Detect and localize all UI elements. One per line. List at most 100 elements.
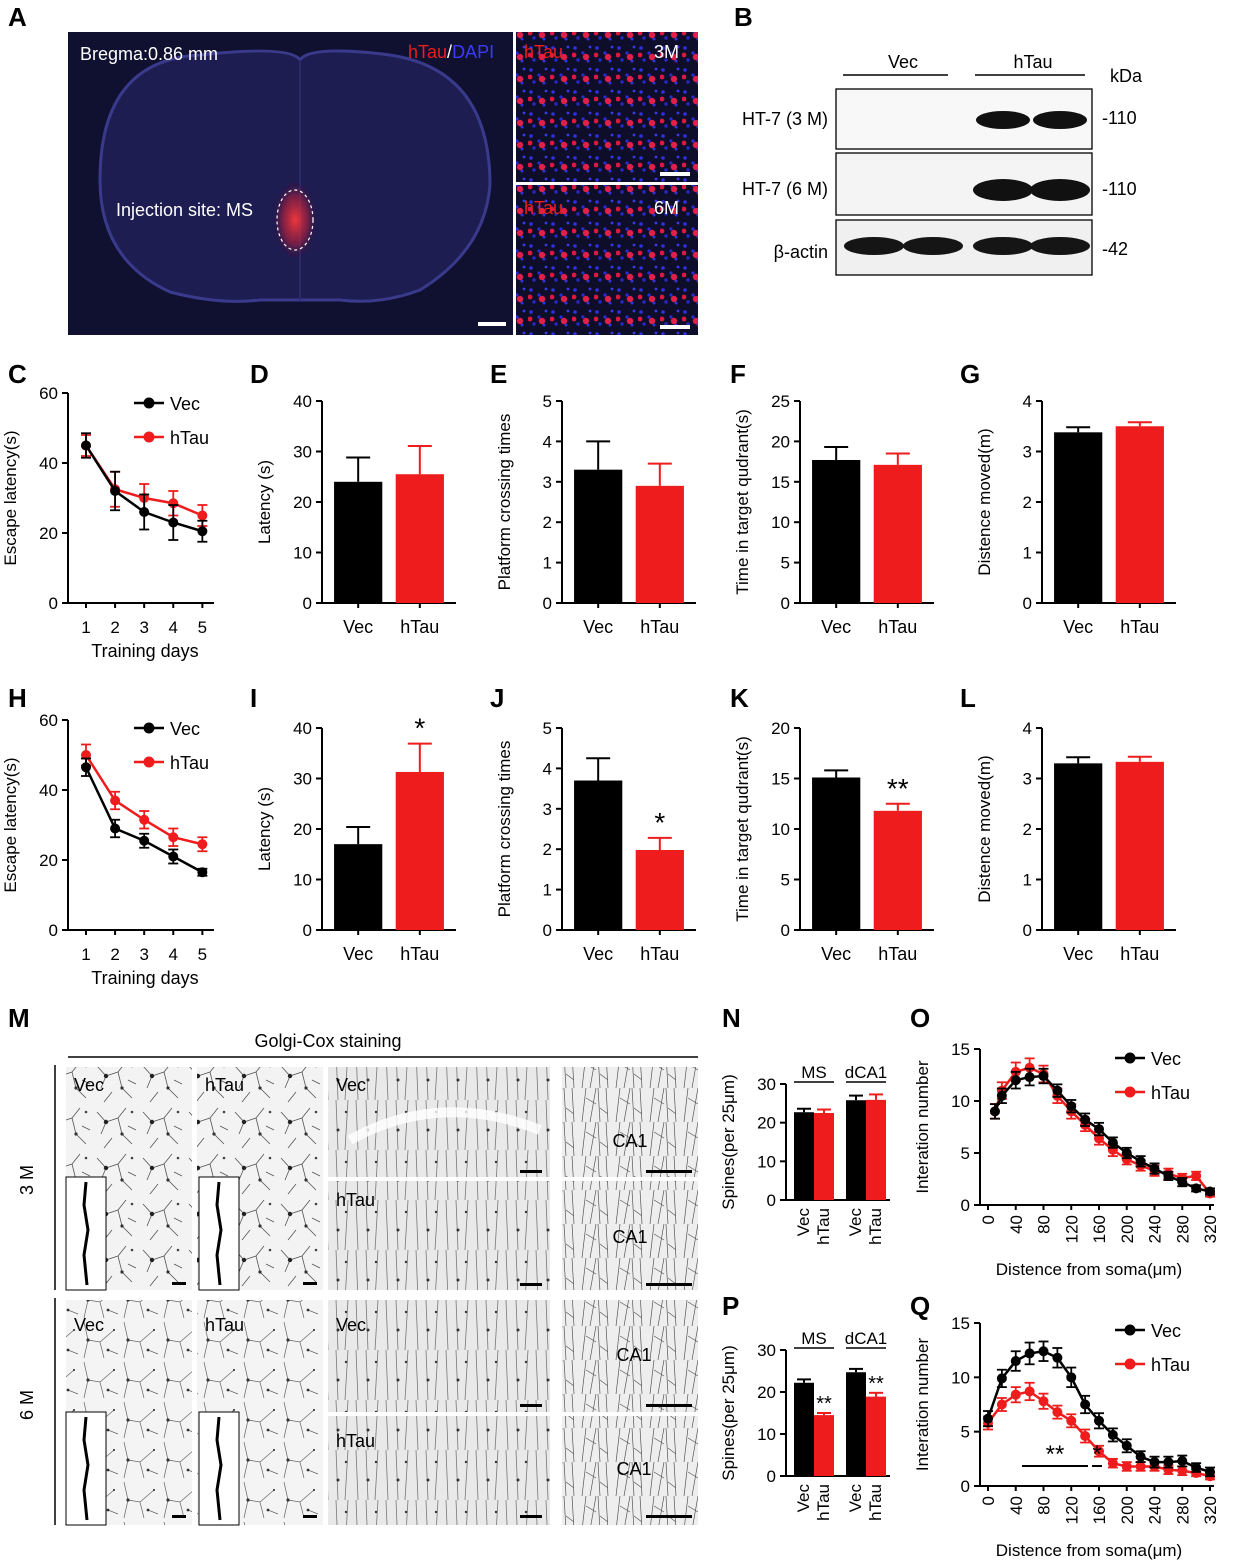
x-tick-label: 3	[139, 945, 148, 964]
x-tick-label: 120	[1062, 1496, 1081, 1524]
data-point-vec	[81, 440, 91, 451]
data-point-vec	[168, 851, 179, 862]
y-tick-label: 0	[961, 1196, 970, 1215]
scale-bar	[520, 1404, 542, 1407]
x-tick-label: Vec	[821, 944, 851, 964]
legend-label: hTau	[1151, 1355, 1190, 1375]
x-tick-label: Vec	[794, 1484, 813, 1513]
inset-6m-stain: hTau	[524, 198, 563, 218]
legend-label: Vec	[170, 394, 200, 414]
y-axis-label: Escape latency(s)	[1, 757, 20, 892]
band	[1033, 111, 1087, 129]
data-point-vec	[1052, 1352, 1063, 1363]
data-point-vec	[1066, 1372, 1077, 1383]
golgi-hip-vec-6m	[328, 1300, 550, 1412]
y-tick-label: 20	[293, 493, 312, 512]
panel-letter-d: D	[250, 359, 269, 389]
scale-bar	[646, 1170, 692, 1173]
x-tick-label: 4	[169, 945, 178, 964]
data-point-htau	[1024, 1386, 1035, 1397]
inset-3m-stain: hTau	[524, 42, 563, 62]
row-label-6m: 6 M	[17, 1390, 37, 1420]
legend-marker	[1124, 1086, 1136, 1098]
y-tick-label: 40	[293, 719, 312, 738]
y-tick-label: 15	[771, 473, 790, 492]
bar-htau	[395, 771, 444, 930]
x-tick-label: Vec	[343, 944, 373, 964]
y-tick-label: 0	[1023, 594, 1032, 613]
y-tick-label: 2	[1023, 820, 1032, 839]
y-tick-label: 3	[1023, 770, 1032, 789]
y-tick-label: 10	[951, 1368, 970, 1387]
chart-j: 0 1 2 3 4 5 Platform crossing times Vec hTau *	[495, 719, 696, 964]
x-tick-label: hTau	[640, 617, 679, 637]
legend-marker	[143, 756, 155, 768]
y-axis-label: Time in target qudrant(s)	[733, 409, 752, 595]
scale-bar	[660, 172, 690, 176]
significance-mark: **	[1046, 1441, 1065, 1468]
data-point-vec	[168, 517, 179, 528]
x-tick-label: Vec	[794, 1208, 813, 1237]
y-tick-label: 4	[543, 759, 552, 778]
dendrite-spine	[82, 1416, 90, 1521]
data-point-vec	[1024, 1072, 1035, 1083]
y-tick-label: 2	[1023, 493, 1032, 512]
inset-6m-age: 6M	[654, 198, 679, 218]
y-tick-label: 10	[757, 1425, 776, 1444]
bar-htau	[395, 474, 444, 603]
x-tick-label: hTau	[814, 1208, 833, 1245]
y-tick-label: 15	[951, 1040, 970, 1059]
y-tick-label: 20	[293, 820, 312, 839]
y-tick-label: 20	[39, 524, 58, 543]
data-point-htau	[197, 839, 208, 850]
data-point-vec	[1094, 1415, 1104, 1426]
chart-q: 0 5 10 15 Interation number 0 40 80 120 160 200 240…	[913, 1314, 1220, 1560]
chart-g: 0 1 2 3 4 Distence moved(m) Vec hTau	[975, 392, 1176, 637]
y-axis-label: Escape latency(s)	[1, 430, 20, 565]
x-tick-label: hTau	[878, 944, 917, 964]
band	[844, 237, 904, 255]
legend-marker	[1124, 1052, 1136, 1064]
x-tick-label: 1	[81, 945, 90, 964]
x-tick-label: 3	[139, 618, 148, 637]
x-tick-label: 320	[1201, 1496, 1220, 1524]
y-tick-label: 40	[293, 392, 312, 411]
panel-letter-l: L	[960, 683, 976, 713]
y-tick-label: 60	[39, 384, 58, 403]
row-label-3m: 3 M	[17, 1165, 37, 1195]
y-axis-label: Distence moved(m)	[975, 428, 994, 575]
x-axis-label: Training days	[91, 968, 198, 988]
data-point-htau	[1024, 1062, 1035, 1073]
y-tick-label: 5	[543, 719, 552, 738]
x-tick-label: Vec	[821, 617, 851, 637]
legend-label: hTau	[1151, 1083, 1190, 1103]
bar-vec	[812, 777, 861, 930]
x-tick-label: 1	[81, 618, 90, 637]
panel-letter-k: K	[730, 683, 749, 713]
data-point-vec	[1052, 1085, 1063, 1096]
dendrite-spine	[215, 1181, 223, 1286]
panel-letter-i: I	[250, 683, 257, 713]
x-tick-label: 5	[198, 618, 207, 637]
bar-vec	[574, 469, 623, 603]
y-axis-label: Spines(per 25μm)	[719, 1074, 738, 1209]
y-tick-label: 4	[1023, 719, 1032, 738]
x-tick-label: 240	[1146, 1496, 1165, 1524]
y-tick-label: 20	[757, 1114, 776, 1133]
y-tick-label: 0	[49, 921, 58, 940]
data-point-vec	[197, 526, 208, 537]
panel-a: Bregma:0.86 mm Injection site: MS hTau/D…	[68, 32, 698, 335]
panel-letter-b: B	[734, 2, 753, 32]
injection-glow	[273, 180, 317, 260]
x-tick-label: 280	[1173, 1496, 1192, 1524]
panel-letter-p: P	[722, 1291, 739, 1321]
chart-o: 0 5 10 15 Interation number 0 40 80 120 160 200 240…	[913, 1040, 1220, 1279]
panel-letter-e: E	[490, 359, 507, 389]
group-label: MS	[801, 1329, 827, 1348]
y-tick-label: 2	[543, 840, 552, 859]
panel-letter-j: J	[490, 683, 504, 713]
scale-bar	[520, 1283, 542, 1286]
